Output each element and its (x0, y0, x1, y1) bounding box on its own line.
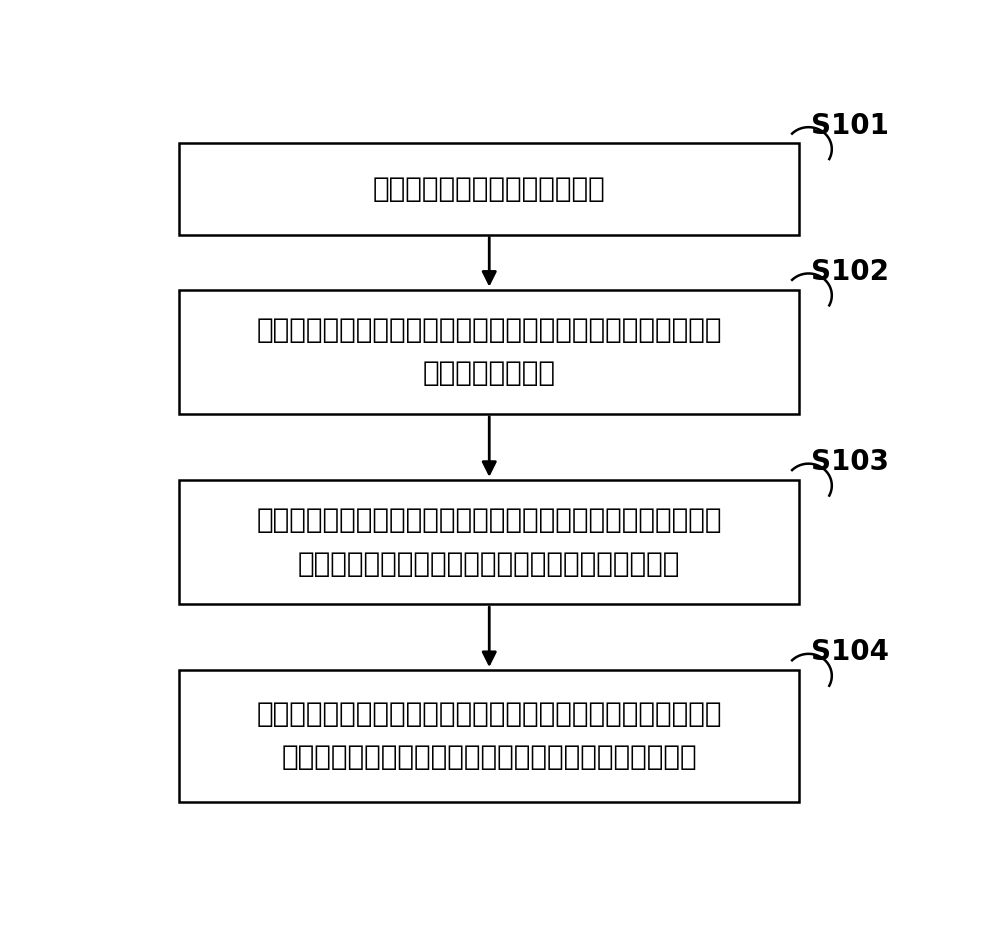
Text: S101: S101 (811, 111, 889, 140)
Text: S103: S103 (811, 448, 889, 476)
Bar (179, 143, 799, 235)
Bar (179, 290, 799, 414)
Bar (179, 480, 799, 604)
Text: S104: S104 (811, 638, 889, 666)
Text: S102: S102 (811, 257, 889, 286)
Bar (179, 670, 799, 802)
Text: 获取样本用户对应的多个风险点: 获取样本用户对应的多个风险点 (373, 175, 606, 203)
Text: 获取多个产品信息，每个产品信息包括产品类别以及产品类别对
应的多个产品名称: 获取多个产品信息，每个产品信息包括产品类别以及产品类别对 应的多个产品名称 (256, 316, 722, 388)
Text: 基于节点属性和存储位置，在预设的图形数据库中存储每个产品
类别、每个产品名称以及每个风险点，得到产品知识图谱: 基于节点属性和存储位置，在预设的图形数据库中存储每个产品 类别、每个产品名称以及… (256, 700, 722, 771)
Text: 确定多个产品类别、多个产品名称以及多个风险点之间的上下位
关系，并基于该上下位关系确定节点属性和存储位置: 确定多个产品类别、多个产品名称以及多个风险点之间的上下位 关系，并基于该上下位关… (256, 506, 722, 578)
